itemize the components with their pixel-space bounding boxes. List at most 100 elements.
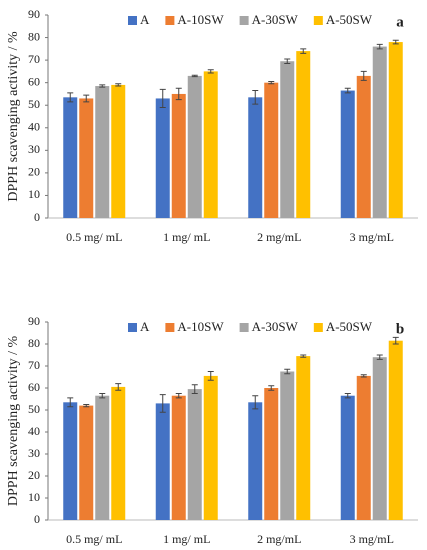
error-bar — [191, 384, 198, 394]
bar — [264, 388, 279, 520]
legend-swatch — [239, 323, 249, 332]
y-tick-label: 70 — [28, 358, 40, 372]
bar — [171, 395, 186, 520]
legend-swatch — [239, 16, 249, 25]
legend-label: A-30SW — [252, 12, 299, 27]
y-tick-label: 20 — [28, 468, 40, 482]
y-tick-label: 30 — [28, 446, 40, 460]
error-bar — [252, 90, 259, 105]
x-tick-label: 3 mg/mL — [350, 532, 394, 546]
error-bar — [268, 81, 275, 85]
bar — [187, 75, 202, 219]
bar — [248, 97, 263, 218]
chart: DPPH scavenging activity / % 0 10 20 30 40 50 6… — [6, 314, 418, 546]
bar — [63, 97, 78, 218]
x-tick-label: 2 mg/mL — [257, 532, 301, 546]
y-tick-label: 10 — [28, 187, 40, 201]
y-tick-label: 0 — [34, 210, 40, 224]
error-bar — [344, 393, 351, 399]
legend-swatch — [128, 323, 137, 332]
bar — [296, 51, 311, 218]
error-bar — [159, 394, 166, 413]
legend-swatch — [165, 323, 175, 332]
error-bar — [360, 374, 367, 378]
error-bar — [67, 92, 74, 103]
bar — [111, 84, 126, 218]
error-bar — [207, 69, 214, 74]
error-bar — [175, 87, 182, 101]
error-bar — [159, 88, 166, 108]
error-bar — [115, 83, 122, 87]
error-bar — [284, 368, 291, 375]
legend-label: A — [140, 12, 150, 27]
x-tick-label: 1 mg/ mL — [163, 230, 210, 244]
bar — [171, 93, 186, 218]
error-bar — [360, 70, 367, 81]
error-bar — [300, 48, 307, 54]
panel-label: a — [396, 14, 404, 30]
x-tick-label: 3 mg/mL — [350, 230, 394, 244]
y-tick-label: 50 — [28, 97, 40, 111]
y-tick-label: 90 — [28, 314, 40, 328]
error-bar — [67, 397, 74, 408]
error-bar — [376, 43, 383, 50]
error-bar — [175, 393, 182, 399]
error-bar — [83, 404, 90, 408]
error-bar — [300, 354, 307, 358]
y-tick-label: 50 — [28, 402, 40, 416]
error-bar — [99, 84, 106, 88]
error-bar — [207, 371, 214, 381]
bar — [203, 375, 218, 520]
bar — [388, 340, 403, 520]
y-tick-label: 90 — [28, 7, 40, 21]
bar — [280, 61, 295, 218]
legend-swatch — [313, 323, 323, 332]
bar — [340, 90, 355, 218]
error-bar — [376, 354, 383, 360]
y-tick-label: 30 — [28, 142, 40, 156]
y-tick-label: 60 — [28, 74, 40, 88]
x-tick-label: 1 mg/ mL — [163, 532, 210, 546]
error-bar — [252, 395, 259, 410]
error-bar — [284, 58, 291, 64]
legend-label: A-50SW — [326, 12, 373, 27]
bar — [95, 86, 110, 218]
y-tick-label: 80 — [28, 336, 40, 350]
legend-label: A-10SW — [177, 12, 224, 27]
y-axis-label: DPPH scavenging activity / % — [6, 31, 21, 202]
y-tick-label: 0 — [34, 512, 40, 526]
y-tick-label: 10 — [28, 490, 40, 504]
bar — [296, 356, 311, 520]
bar — [248, 402, 263, 520]
legend-label: A-10SW — [177, 319, 224, 334]
panel-label: b — [396, 321, 404, 337]
y-tick-label: 20 — [28, 165, 40, 179]
y-tick-label: 60 — [28, 380, 40, 394]
legend-swatch — [165, 16, 175, 25]
legend-swatch — [313, 16, 323, 25]
bar — [372, 46, 387, 219]
error-bar — [344, 87, 351, 94]
legend-swatch — [128, 16, 137, 25]
bar — [111, 386, 126, 520]
error-bar — [392, 39, 399, 45]
x-tick-label: 2 mg/mL — [257, 230, 301, 244]
bar — [95, 395, 110, 520]
bar — [388, 42, 403, 218]
chart: DPPH scavenging activity / % 0 10 20 30 40 50 6… — [6, 7, 418, 244]
bar — [63, 402, 78, 520]
bar — [203, 71, 218, 218]
bar — [79, 98, 94, 218]
y-tick-label: 80 — [28, 29, 40, 43]
y-axis-label: DPPH scavenging activity / % — [6, 336, 21, 507]
error-bar — [115, 383, 122, 391]
x-tick-label: 0.5 mg/ mL — [66, 230, 122, 244]
y-tick-label: 40 — [28, 120, 40, 134]
error-bar — [83, 94, 90, 103]
bar — [187, 389, 202, 520]
bar — [155, 98, 170, 218]
error-bar — [99, 393, 106, 399]
bar — [155, 403, 170, 520]
legend-label: A-50SW — [326, 319, 373, 334]
